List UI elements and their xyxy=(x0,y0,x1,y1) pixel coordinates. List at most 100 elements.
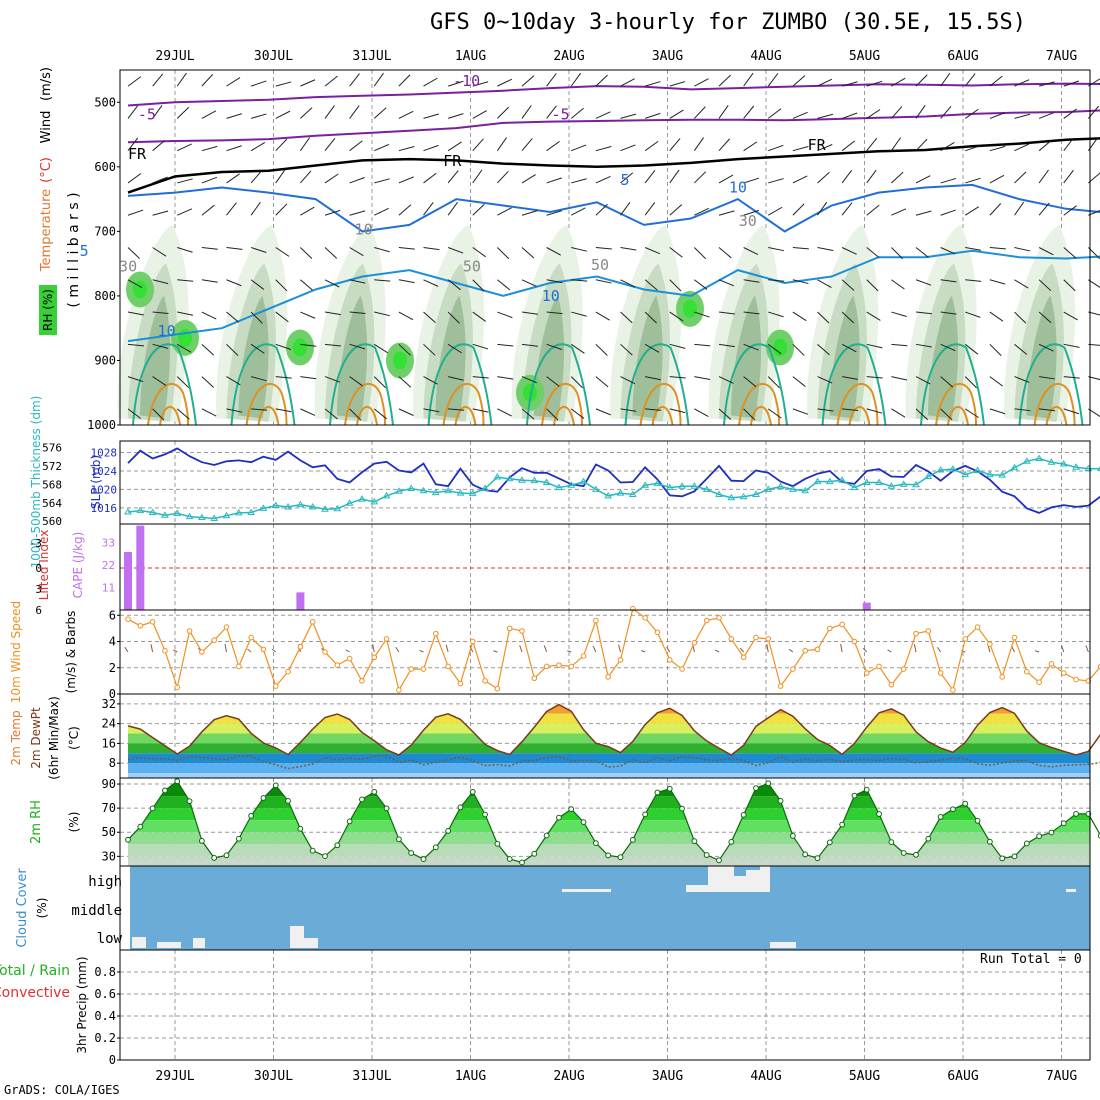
wind-speed-point xyxy=(519,628,525,634)
wind-barb xyxy=(250,343,265,354)
contour-minus10 xyxy=(127,82,1100,107)
rh-point xyxy=(408,850,415,856)
rh-point xyxy=(851,792,858,799)
wind-barb xyxy=(768,279,785,282)
wind-barb xyxy=(472,247,487,258)
contour-plus20 xyxy=(935,382,977,426)
thickness-point xyxy=(838,476,847,483)
wind-speed-point xyxy=(814,646,821,653)
wind-barb xyxy=(423,247,440,251)
wind-barb xyxy=(324,343,341,347)
wind-barb xyxy=(669,204,683,216)
wind-barb xyxy=(669,279,682,292)
wind-barb xyxy=(965,247,982,251)
wind-barb xyxy=(398,74,411,87)
y-tick-label: 6 xyxy=(109,608,116,622)
thickness-tick-label: 564 xyxy=(42,497,62,510)
wind-barb xyxy=(201,110,217,119)
wind-barb xyxy=(669,376,686,379)
contour-label: 10 xyxy=(542,287,560,305)
rh-point xyxy=(235,835,242,842)
wind-barb xyxy=(127,343,144,347)
wind-barb xyxy=(1063,80,1080,87)
wind-barb xyxy=(595,175,611,184)
thickness-point xyxy=(949,465,957,472)
wind-barb xyxy=(743,177,760,184)
rh-point xyxy=(642,811,649,818)
wind-barb xyxy=(546,73,557,87)
y-tick-label: 4 xyxy=(109,635,116,649)
rh-point xyxy=(285,798,291,804)
wind-speed-point xyxy=(396,687,402,693)
wind-speed-point xyxy=(543,663,550,670)
rh-point xyxy=(469,788,476,795)
wind-speed-point xyxy=(790,666,796,672)
thickness-point xyxy=(653,479,662,486)
thickness-point xyxy=(1022,457,1031,464)
wind-barb xyxy=(497,343,514,347)
wind-barb xyxy=(423,144,439,152)
wind-barb xyxy=(226,77,241,87)
wind-barb xyxy=(447,202,458,216)
contour-plus25 xyxy=(848,405,871,426)
wind-barb xyxy=(152,279,169,285)
wind-barb xyxy=(595,203,608,216)
ylabel-cape: CAPE (J/kg) xyxy=(71,532,85,599)
wind-speed-point xyxy=(272,683,279,689)
thickness-tick-label: 576 xyxy=(42,441,62,454)
contour-label: 30 xyxy=(739,212,757,230)
ylabel-2m-temp: 2m Temp xyxy=(9,710,23,765)
wind-speed-point xyxy=(457,680,464,687)
thickness-point xyxy=(764,485,773,492)
wind-barb xyxy=(1014,408,1031,412)
wind-barb xyxy=(497,78,513,87)
wind-barb xyxy=(841,279,855,291)
rh-point xyxy=(334,842,341,849)
rh-point xyxy=(839,821,846,828)
ylabel-precip: 3hr Precip (mm) xyxy=(75,956,89,1053)
wind-speed-point xyxy=(851,638,858,645)
wind-barb-10m xyxy=(1060,645,1065,653)
wind-barb xyxy=(300,79,316,87)
wind-barb xyxy=(644,343,660,353)
wind-barb xyxy=(127,376,144,383)
wind-barb xyxy=(866,137,878,151)
rh-point xyxy=(580,819,587,826)
wind-barb xyxy=(841,81,858,87)
temp-band xyxy=(128,733,1090,744)
wind-barb xyxy=(324,105,335,119)
thickness-point xyxy=(284,502,292,510)
rh-point xyxy=(556,814,562,821)
wind-speed-point xyxy=(371,654,378,661)
cloud-level-label: low xyxy=(97,931,123,947)
wind-speed-point xyxy=(186,628,193,634)
cloud-block xyxy=(132,937,146,948)
slp-line xyxy=(127,447,1100,514)
date-tick-bottom: 3AUG xyxy=(652,1069,683,1084)
thickness-point xyxy=(518,476,526,483)
wind-speed-point xyxy=(802,647,808,654)
wind-barb xyxy=(300,311,316,319)
wind-barb xyxy=(915,74,928,87)
wind-barb xyxy=(152,73,164,87)
wind-barb xyxy=(177,279,194,282)
wind-barb xyxy=(743,72,754,87)
wind-barb xyxy=(127,137,139,151)
lifted-tick-label: -3 xyxy=(29,537,42,550)
wind-barb xyxy=(373,343,389,354)
contour-label: 30 xyxy=(119,257,137,275)
wind-speed-point xyxy=(642,615,648,621)
wind-barb xyxy=(940,343,956,352)
thickness-point xyxy=(604,491,613,499)
rh-point xyxy=(617,854,624,861)
wind-speed-point xyxy=(925,628,932,634)
rh-point xyxy=(629,836,636,843)
cloud-block xyxy=(686,885,708,892)
wind-barb xyxy=(620,172,634,184)
contour-label: 10 xyxy=(355,221,373,239)
wind-barb xyxy=(792,279,809,285)
wind-barb xyxy=(792,408,809,415)
wind-barb xyxy=(176,72,187,87)
wind-barb xyxy=(866,408,883,414)
wind-barb xyxy=(915,279,932,286)
